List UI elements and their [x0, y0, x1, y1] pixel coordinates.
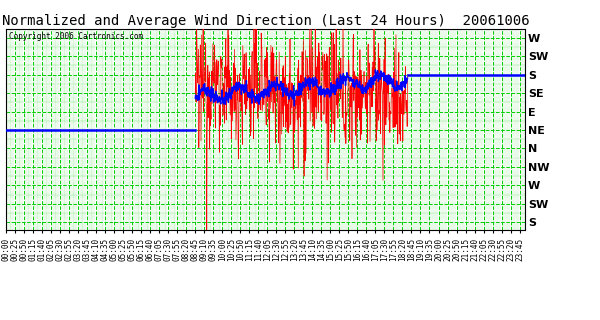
Text: Copyright 2006 Cartronics.com: Copyright 2006 Cartronics.com [8, 32, 143, 41]
Title: Normalized and Average Wind Direction (Last 24 Hours)  20061006: Normalized and Average Wind Direction (L… [2, 14, 529, 28]
